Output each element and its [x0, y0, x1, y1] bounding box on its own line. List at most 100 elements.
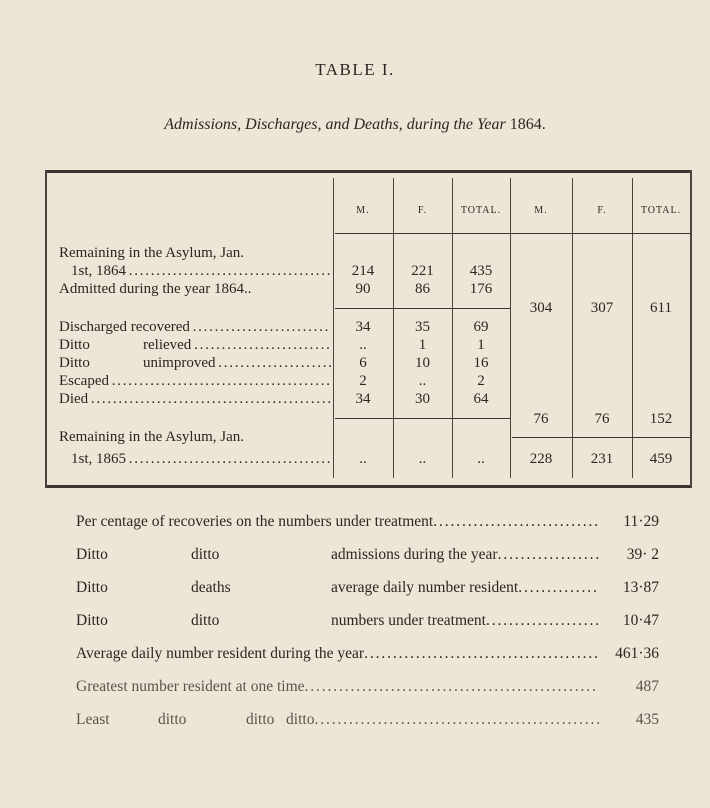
- header-total: TOTAL.: [460, 205, 502, 216]
- summary-row: Least ditto ditto ditto 435: [76, 711, 659, 729]
- dot-leader: [518, 579, 599, 597]
- admissions-table: M. F. TOTAL. M. F. TOTAL. Remaining in t…: [45, 170, 692, 488]
- cell-f: ..: [418, 373, 427, 389]
- column-divider: [632, 178, 633, 478]
- group-total-total: 611: [650, 300, 672, 316]
- summary-row: Ditto ditto admissions during the year 39· …: [76, 546, 659, 564]
- header-total-2: TOTAL.: [640, 205, 682, 216]
- group-total-m: 228: [529, 451, 553, 467]
- row-label-text: Discharged recovered: [59, 319, 190, 335]
- table-top-rule: [45, 170, 692, 173]
- summary-row: Per centage of recoveries on the numbers…: [76, 513, 659, 531]
- row-label: Ditto relieved: [59, 336, 331, 354]
- header-m: M.: [356, 205, 370, 216]
- summary-value: 13·87: [622, 579, 659, 596]
- row-label: 1st, 1865: [71, 450, 331, 468]
- header-f-2: F.: [597, 205, 607, 216]
- subtitle-year: 1864.: [509, 116, 546, 133]
- subtotal-rule: [335, 418, 510, 419]
- cell-total: 16: [473, 355, 489, 371]
- column-divider: [510, 178, 511, 478]
- table-left-border: [45, 170, 47, 488]
- row-label-text: Died: [59, 391, 89, 407]
- row-label-text: Escaped: [59, 373, 109, 389]
- group-total-f: 76: [594, 411, 610, 427]
- summary-label: admissions during the year: [331, 546, 498, 563]
- subtotal-rule: [512, 437, 690, 438]
- subtitle-text: Admissions, Discharges, and Deaths, duri…: [164, 116, 506, 133]
- summary-row: Average daily number resident during the…: [76, 645, 659, 663]
- group-total-m: 76: [533, 411, 549, 427]
- cell-f: 10: [415, 355, 430, 371]
- cell-total: 176: [469, 281, 493, 297]
- cell-m: 34: [355, 391, 371, 407]
- summary-label: Ditto: [76, 579, 108, 596]
- summary-row: Ditto ditto numbers under treatment 10·47: [76, 612, 659, 630]
- header-f: F.: [417, 205, 428, 216]
- cell-m: 90: [355, 281, 371, 297]
- column-divider: [452, 178, 453, 478]
- summary-label: Least: [76, 711, 110, 728]
- row-label: Remaining in the Asylum, Jan.: [59, 429, 244, 445]
- column-divider: [572, 178, 573, 478]
- row-label-text: Ditto: [59, 337, 90, 353]
- cell-total: ..: [477, 451, 485, 467]
- summary-value: 461·36: [615, 645, 659, 662]
- column-divider: [333, 178, 334, 478]
- summary-value: 11·29: [623, 513, 659, 530]
- dot-leader: [305, 678, 599, 696]
- summary-label: ditto: [158, 711, 187, 728]
- row-label-text: unimproved: [143, 355, 216, 371]
- group-total-f: 231: [590, 451, 614, 467]
- summary-value: 435: [635, 711, 659, 728]
- row-label-text: relieved: [143, 337, 192, 353]
- summary-row: Greatest number resident at one time 487: [76, 678, 659, 696]
- cell-total: 435: [469, 263, 493, 279]
- row-label: Remaining in the Asylum, Jan.: [59, 245, 244, 261]
- summary-label: numbers under treatment: [331, 612, 486, 629]
- summary-row: Ditto deaths average daily number resident…: [76, 579, 659, 597]
- cell-m: 214: [351, 263, 375, 279]
- summary-label: ditto: [191, 612, 220, 629]
- row-label-text: Ditto: [59, 355, 90, 371]
- cell-f: 86: [415, 281, 430, 297]
- cell-total: 2: [477, 373, 485, 389]
- cell-total: 69: [473, 319, 489, 335]
- summary-label: deaths: [191, 579, 231, 596]
- group-total-f: 307: [590, 300, 614, 316]
- row-label: Discharged recovered: [59, 318, 331, 336]
- cell-f: 1: [418, 337, 427, 353]
- summary-value: 487: [635, 678, 659, 695]
- cell-m: 34: [355, 319, 371, 335]
- row-label: 1st, 1864: [71, 262, 331, 280]
- summary-value: 39· 2: [626, 546, 659, 563]
- summary-label: Ditto: [76, 612, 108, 629]
- table-bottom-rule: [45, 485, 692, 488]
- summary-value: 10·47: [622, 612, 659, 629]
- summary-label: ditto: [191, 546, 220, 563]
- dot-leader: [433, 513, 599, 531]
- cell-total: 64: [473, 391, 489, 407]
- cell-total: 1: [477, 337, 485, 353]
- cell-m: 2: [359, 373, 367, 389]
- cell-f: ..: [418, 451, 427, 467]
- cell-m: 6: [359, 355, 367, 371]
- table-subtitle: Admissions, Discharges, and Deaths, duri…: [0, 116, 710, 134]
- row-label: Ditto unimproved: [59, 354, 331, 372]
- row-label-cont: 1st, 1864: [71, 263, 127, 279]
- row-label-cont: 1st, 1865: [71, 451, 127, 467]
- summary-label: Greatest number resident at one time: [76, 678, 305, 695]
- table-title: TABLE I.: [315, 60, 395, 79]
- cell-f: 221: [411, 263, 434, 279]
- header-rule: [335, 233, 690, 234]
- group-total-total: 459: [649, 451, 673, 467]
- dot-leader: [364, 645, 599, 663]
- dot-leader: [486, 612, 599, 630]
- table-right-border: [690, 170, 692, 488]
- cell-m: ..: [359, 337, 367, 353]
- summary-label: average daily number resident: [331, 579, 519, 596]
- group-total-m: 304: [529, 300, 553, 316]
- subtotal-rule: [335, 308, 510, 309]
- summary-label: Per centage of recoveries on the numbers…: [76, 513, 434, 530]
- row-label: Escaped: [59, 372, 331, 390]
